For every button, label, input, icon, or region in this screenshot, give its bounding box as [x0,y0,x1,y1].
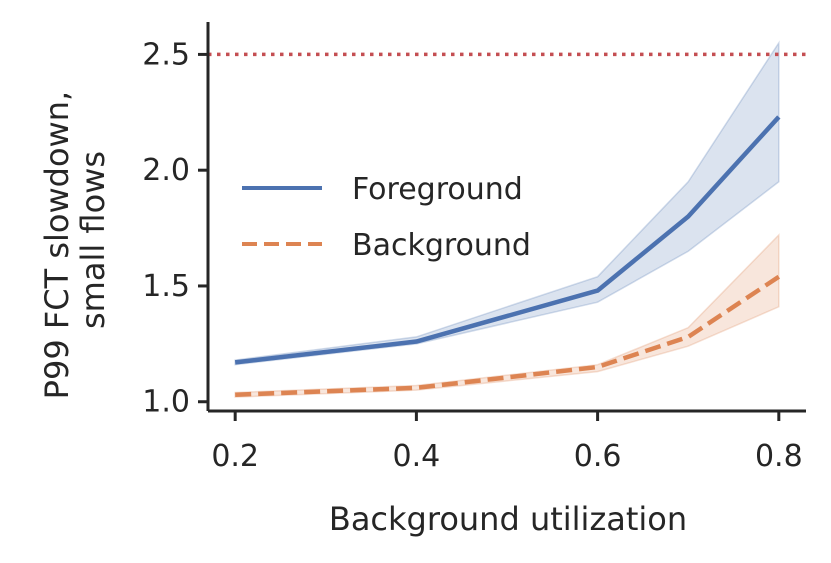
x-tick: 0.6 [574,411,622,474]
x-tick-label: 0.6 [574,439,622,474]
x-axis-title: Background utilization [329,500,687,538]
series-lines [234,115,781,398]
confidence-bands [234,40,780,398]
ci-band-background [234,233,780,398]
legend-label-foreground: Foreground [352,172,523,207]
y-tick: 2.5 [142,37,208,72]
x-tick-label: 0.8 [755,439,803,474]
ci-band-foreground [234,40,780,366]
y-tick: 2.0 [142,153,208,188]
y-tick: 1.5 [142,269,208,304]
y-tick-label: 1.5 [142,269,190,304]
y-ticks: 1.0 1.5 2.0 2.5 [142,37,208,420]
y-tick-label: 1.0 [142,385,190,420]
x-tick: 0.2 [211,411,259,474]
x-tick-label: 0.2 [211,439,259,474]
series-line-background [235,274,781,398]
y-axis-title-line-2: small flows [74,151,112,329]
x-tick: 0.8 [755,411,803,474]
x-tick-label: 0.4 [393,439,441,474]
y-tick: 1.0 [142,385,208,420]
y-tick-label: 2.5 [142,37,190,72]
y-axis-title-line-1: P99 FCT slowdown, [38,91,76,399]
y-axis-title: P99 FCT slowdown, small flows [38,81,112,400]
series-line-foreground [234,115,781,365]
axes [206,22,806,413]
legend-label-background: Background [352,228,531,263]
x-tick: 0.4 [393,411,441,474]
x-ticks: 0.2 0.4 0.6 0.8 [211,411,803,474]
legend: Foreground Background [242,172,531,263]
y-tick-label: 2.0 [142,153,190,188]
